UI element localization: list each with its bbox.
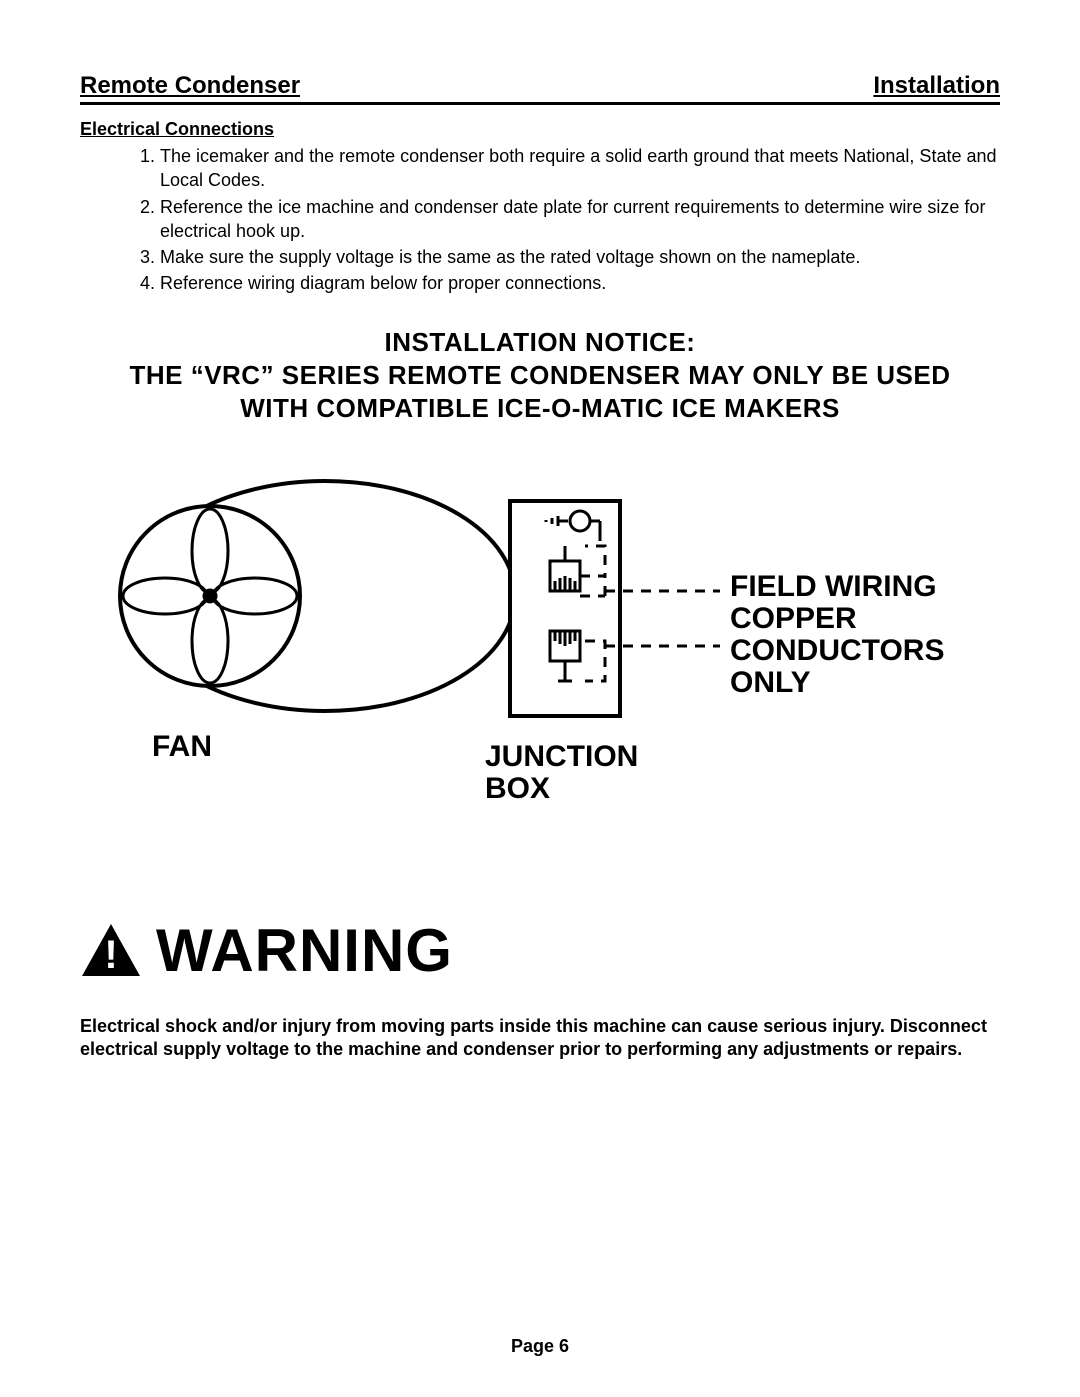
warning-heading: ! WARNING	[80, 916, 1000, 985]
warning-paragraph: Electrical shock and/or injury from movi…	[80, 1015, 1000, 1062]
warning-triangle-icon: !	[80, 922, 142, 978]
junction-box	[510, 501, 620, 716]
step-item: Make sure the supply voltage is the same…	[160, 245, 1000, 269]
junction-box-label-line2: BOX	[485, 772, 550, 805]
installation-notice: INSTALLATION NOTICE: THE “VRC” SERIES RE…	[80, 326, 1000, 426]
step-item: The icemaker and the remote condenser bo…	[160, 144, 1000, 193]
step-item: Reference wiring diagram below for prope…	[160, 271, 1000, 295]
junction-box-label-line1: JUNCTION	[485, 740, 638, 773]
field-wiring-line1: FIELD WIRING	[730, 570, 937, 603]
svg-text:!: !	[104, 933, 117, 977]
header-right: Installation	[873, 72, 1000, 100]
page-header: Remote Condenser Installation	[80, 72, 1000, 105]
notice-line: THE “VRC” SERIES REMOTE CONDENSER MAY ON…	[80, 359, 1000, 392]
page-footer: Page 6	[0, 1336, 1080, 1357]
page: Remote Condenser Installation Electrical…	[0, 0, 1080, 1397]
header-left: Remote Condenser	[80, 72, 300, 100]
step-item: Reference the ice machine and condenser …	[160, 195, 1000, 244]
wiring-diagram-svg: FAN JUNCTION BOX FIELD WIRING COPPER CON…	[80, 466, 1000, 846]
wiring-diagram: FAN JUNCTION BOX FIELD WIRING COPPER CON…	[80, 466, 1000, 846]
fan-label: FAN	[152, 730, 212, 763]
field-wiring-line4: ONLY	[730, 666, 811, 699]
section-title: Electrical Connections	[80, 119, 1000, 140]
dashed-lower	[585, 641, 720, 681]
notice-line: WITH COMPATIBLE ICE-O-MATIC ICE MAKERS	[80, 392, 1000, 425]
warning-label: WARNING	[156, 916, 453, 985]
field-wiring-line3: CONDUCTORS	[730, 634, 944, 667]
field-wiring-line2: COPPER	[730, 602, 857, 635]
steps-list: The icemaker and the remote condenser bo…	[80, 144, 1000, 296]
notice-line: INSTALLATION NOTICE:	[80, 326, 1000, 359]
